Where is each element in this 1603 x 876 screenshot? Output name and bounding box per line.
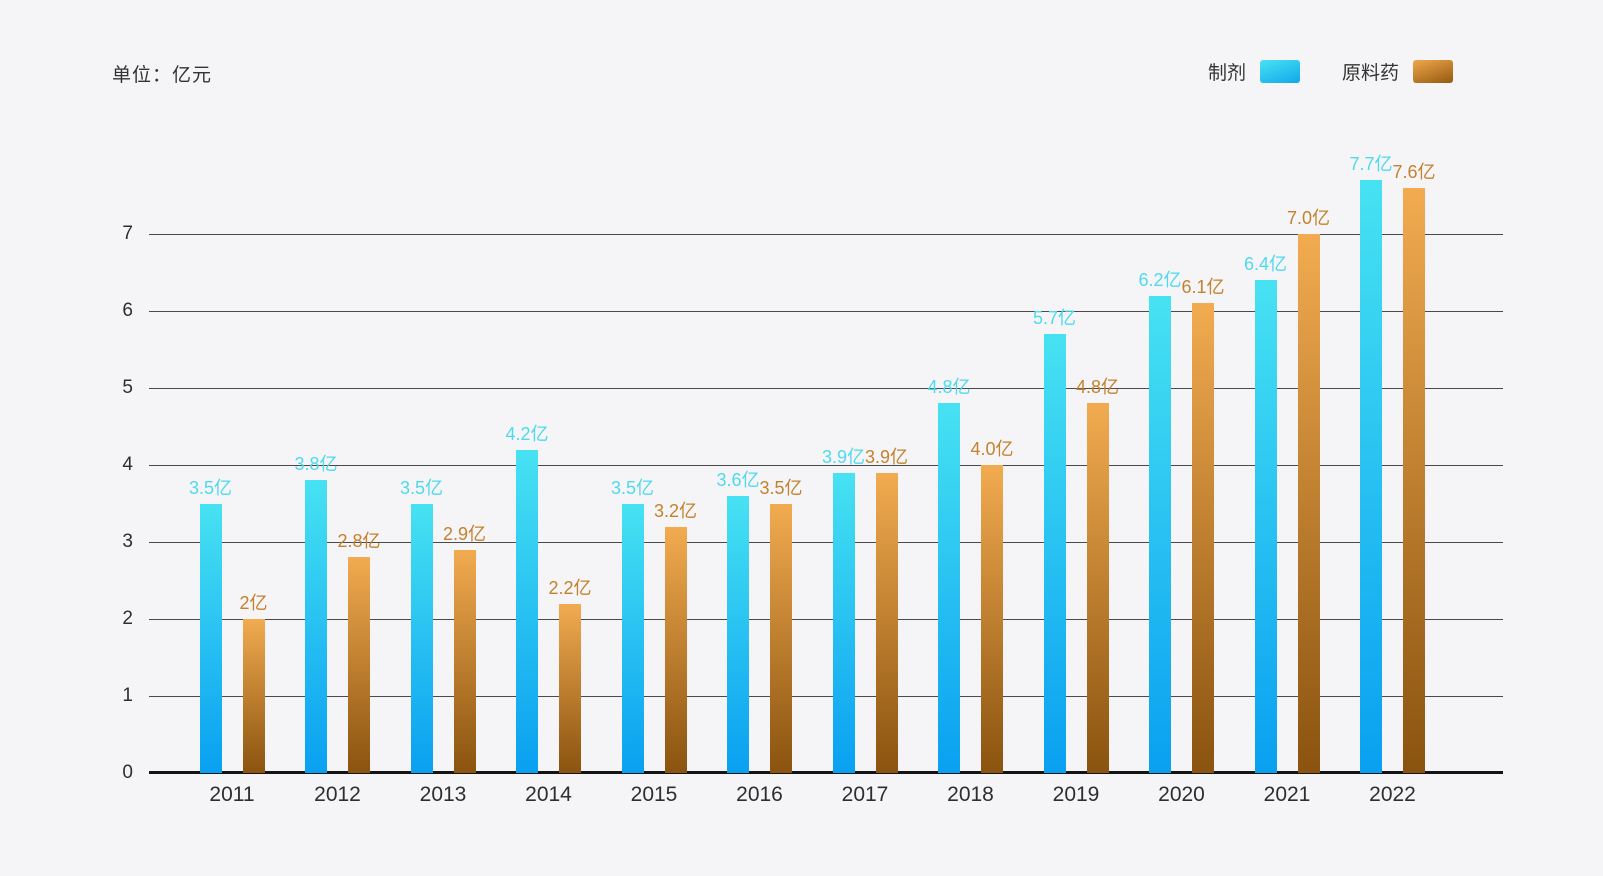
bar-value-zhiji-2011: 3.5亿 <box>188 477 233 498</box>
legend-item-yuanliaoyao: 原料药 <box>1342 58 1453 85</box>
legend-swatch-yuanliaoyao <box>1413 60 1453 83</box>
bar-value-zhiji-2017: 3.9亿 <box>821 446 866 467</box>
gridline-5 <box>149 387 1503 389</box>
x-axis-tick-2021: 2021 <box>1263 783 1311 806</box>
y-axis-tick-4: 4 <box>122 454 133 475</box>
bar-zhiji-2015 <box>621 503 644 773</box>
gridline-1 <box>149 695 1503 697</box>
bar-zhiji-2020 <box>1149 295 1171 773</box>
bar-yuanliaoyao-2021 <box>1297 234 1320 773</box>
y-axis-tick-7: 7 <box>122 223 133 244</box>
bar-yuanliaoyao-2011 <box>242 619 265 773</box>
bar-value-zhiji-2019: 5.7亿 <box>1032 308 1077 329</box>
bar-value-yuanliaoyao-2017: 3.9亿 <box>864 446 909 467</box>
bar-value-zhiji-2020: 6.2亿 <box>1138 269 1182 290</box>
y-axis-tick-6: 6 <box>122 300 133 321</box>
bar-zhiji-2014 <box>516 449 538 773</box>
x-axis-tick-2016: 2016 <box>736 783 783 806</box>
bar-zhiji-2011 <box>199 503 222 773</box>
bar-zhiji-2012 <box>305 480 327 773</box>
bar-value-yuanliaoyao-2020: 6.1亿 <box>1181 277 1225 298</box>
bar-value-zhiji-2018: 4.8亿 <box>927 377 971 398</box>
bar-value-yuanliaoyao-2021: 7.0亿 <box>1286 208 1331 228</box>
bar-zhiji-2013 <box>410 503 433 773</box>
bar-yuanliaoyao-2013 <box>453 549 476 773</box>
bar-value-yuanliaoyao-2012: 2.8亿 <box>337 531 381 552</box>
bar-yuanliaoyao-2014 <box>559 603 581 773</box>
bar-value-yuanliaoyao-2014: 2.2亿 <box>548 577 592 598</box>
bar-yuanliaoyao-2017 <box>875 472 898 773</box>
bar-yuanliaoyao-2018 <box>981 465 1003 773</box>
bar-value-zhiji-2012: 3.8亿 <box>294 454 338 475</box>
gridline-3 <box>149 541 1503 543</box>
bar-value-yuanliaoyao-2013: 2.9亿 <box>442 523 487 544</box>
bar-yuanliaoyao-2020 <box>1192 303 1214 773</box>
x-axis-tick-2012: 2012 <box>314 783 361 806</box>
chart-header: 单位：亿元 制剂 原料药 <box>0 0 1603 100</box>
x-axis-tick-2020: 2020 <box>1158 783 1205 806</box>
bar-yuanliaoyao-2015 <box>664 526 687 773</box>
y-axis-tick-0: 0 <box>122 762 133 783</box>
x-axis-line <box>149 771 1503 774</box>
bar-value-yuanliaoyao-2019: 4.8亿 <box>1075 377 1120 398</box>
y-axis-tick-3: 3 <box>122 531 133 552</box>
bar-value-yuanliaoyao-2011: 2亿 <box>239 593 268 613</box>
bar-value-yuanliaoyao-2016: 3.5亿 <box>759 477 803 498</box>
bar-value-yuanliaoyao-2015: 3.2亿 <box>653 500 698 521</box>
bar-zhiji-2017 <box>832 472 855 773</box>
y-axis-tick-1: 1 <box>122 685 133 706</box>
gridline-4 <box>149 464 1503 466</box>
x-axis-tick-2018: 2018 <box>947 783 994 806</box>
legend: 制剂 原料药 <box>1208 58 1453 85</box>
gridline-2 <box>149 618 1503 620</box>
bar-value-zhiji-2021: 6.4亿 <box>1243 254 1288 275</box>
bar-zhiji-2019 <box>1043 334 1066 773</box>
bar-value-zhiji-2014: 4.2亿 <box>505 423 549 444</box>
x-axis-tick-2011: 2011 <box>209 783 255 806</box>
bar-value-zhiji-2015: 3.5亿 <box>610 477 655 498</box>
bar-yuanliaoyao-2012 <box>348 557 370 773</box>
bar-value-yuanliaoyao-2022: 7.6亿 <box>1392 161 1436 182</box>
bar-value-zhiji-2013: 3.5亿 <box>399 477 444 498</box>
unit-label: 单位：亿元 <box>112 65 213 86</box>
bar-value-yuanliaoyao-2018: 4.0亿 <box>970 439 1014 459</box>
legend-label-yuanliaoyao: 原料药 <box>1341 63 1399 84</box>
bar-yuanliaoyao-2019 <box>1086 403 1109 773</box>
x-axis-tick-2015: 2015 <box>630 783 678 806</box>
y-axis-tick-5: 5 <box>122 377 133 398</box>
bar-yuanliaoyao-2016 <box>770 503 792 773</box>
bar-chart-plot-area: 0 1 2 3 4 5 6 7 3.5亿 2亿 2011 3.8亿 2.8亿 2012 3.5亿 2.9亿 20… <box>122 140 1503 806</box>
bar-value-zhiji-2022: 7.7亿 <box>1349 154 1393 175</box>
y-axis-tick-2: 2 <box>122 608 133 629</box>
legend-label-zhiji: 制剂 <box>1207 63 1246 84</box>
bar-value-zhiji-2016: 3.6亿 <box>716 469 760 490</box>
x-axis-tick-2014: 2014 <box>525 783 572 806</box>
bar-zhiji-2022 <box>1360 180 1382 773</box>
bar-zhiji-2018 <box>938 403 960 773</box>
x-axis-tick-2017: 2017 <box>841 783 889 806</box>
gridline-7 <box>149 233 1503 235</box>
x-axis-tick-2013: 2013 <box>419 783 467 806</box>
x-axis-tick-2022: 2022 <box>1369 783 1416 806</box>
x-axis-tick-2019: 2019 <box>1052 783 1100 806</box>
bar-zhiji-2016 <box>727 495 749 773</box>
bar-yuanliaoyao-2022 <box>1403 187 1425 773</box>
legend-item-zhiji: 制剂 <box>1208 58 1300 85</box>
gridline-6 <box>149 310 1503 312</box>
legend-swatch-zhiji <box>1259 60 1300 83</box>
bar-zhiji-2021 <box>1254 280 1277 773</box>
